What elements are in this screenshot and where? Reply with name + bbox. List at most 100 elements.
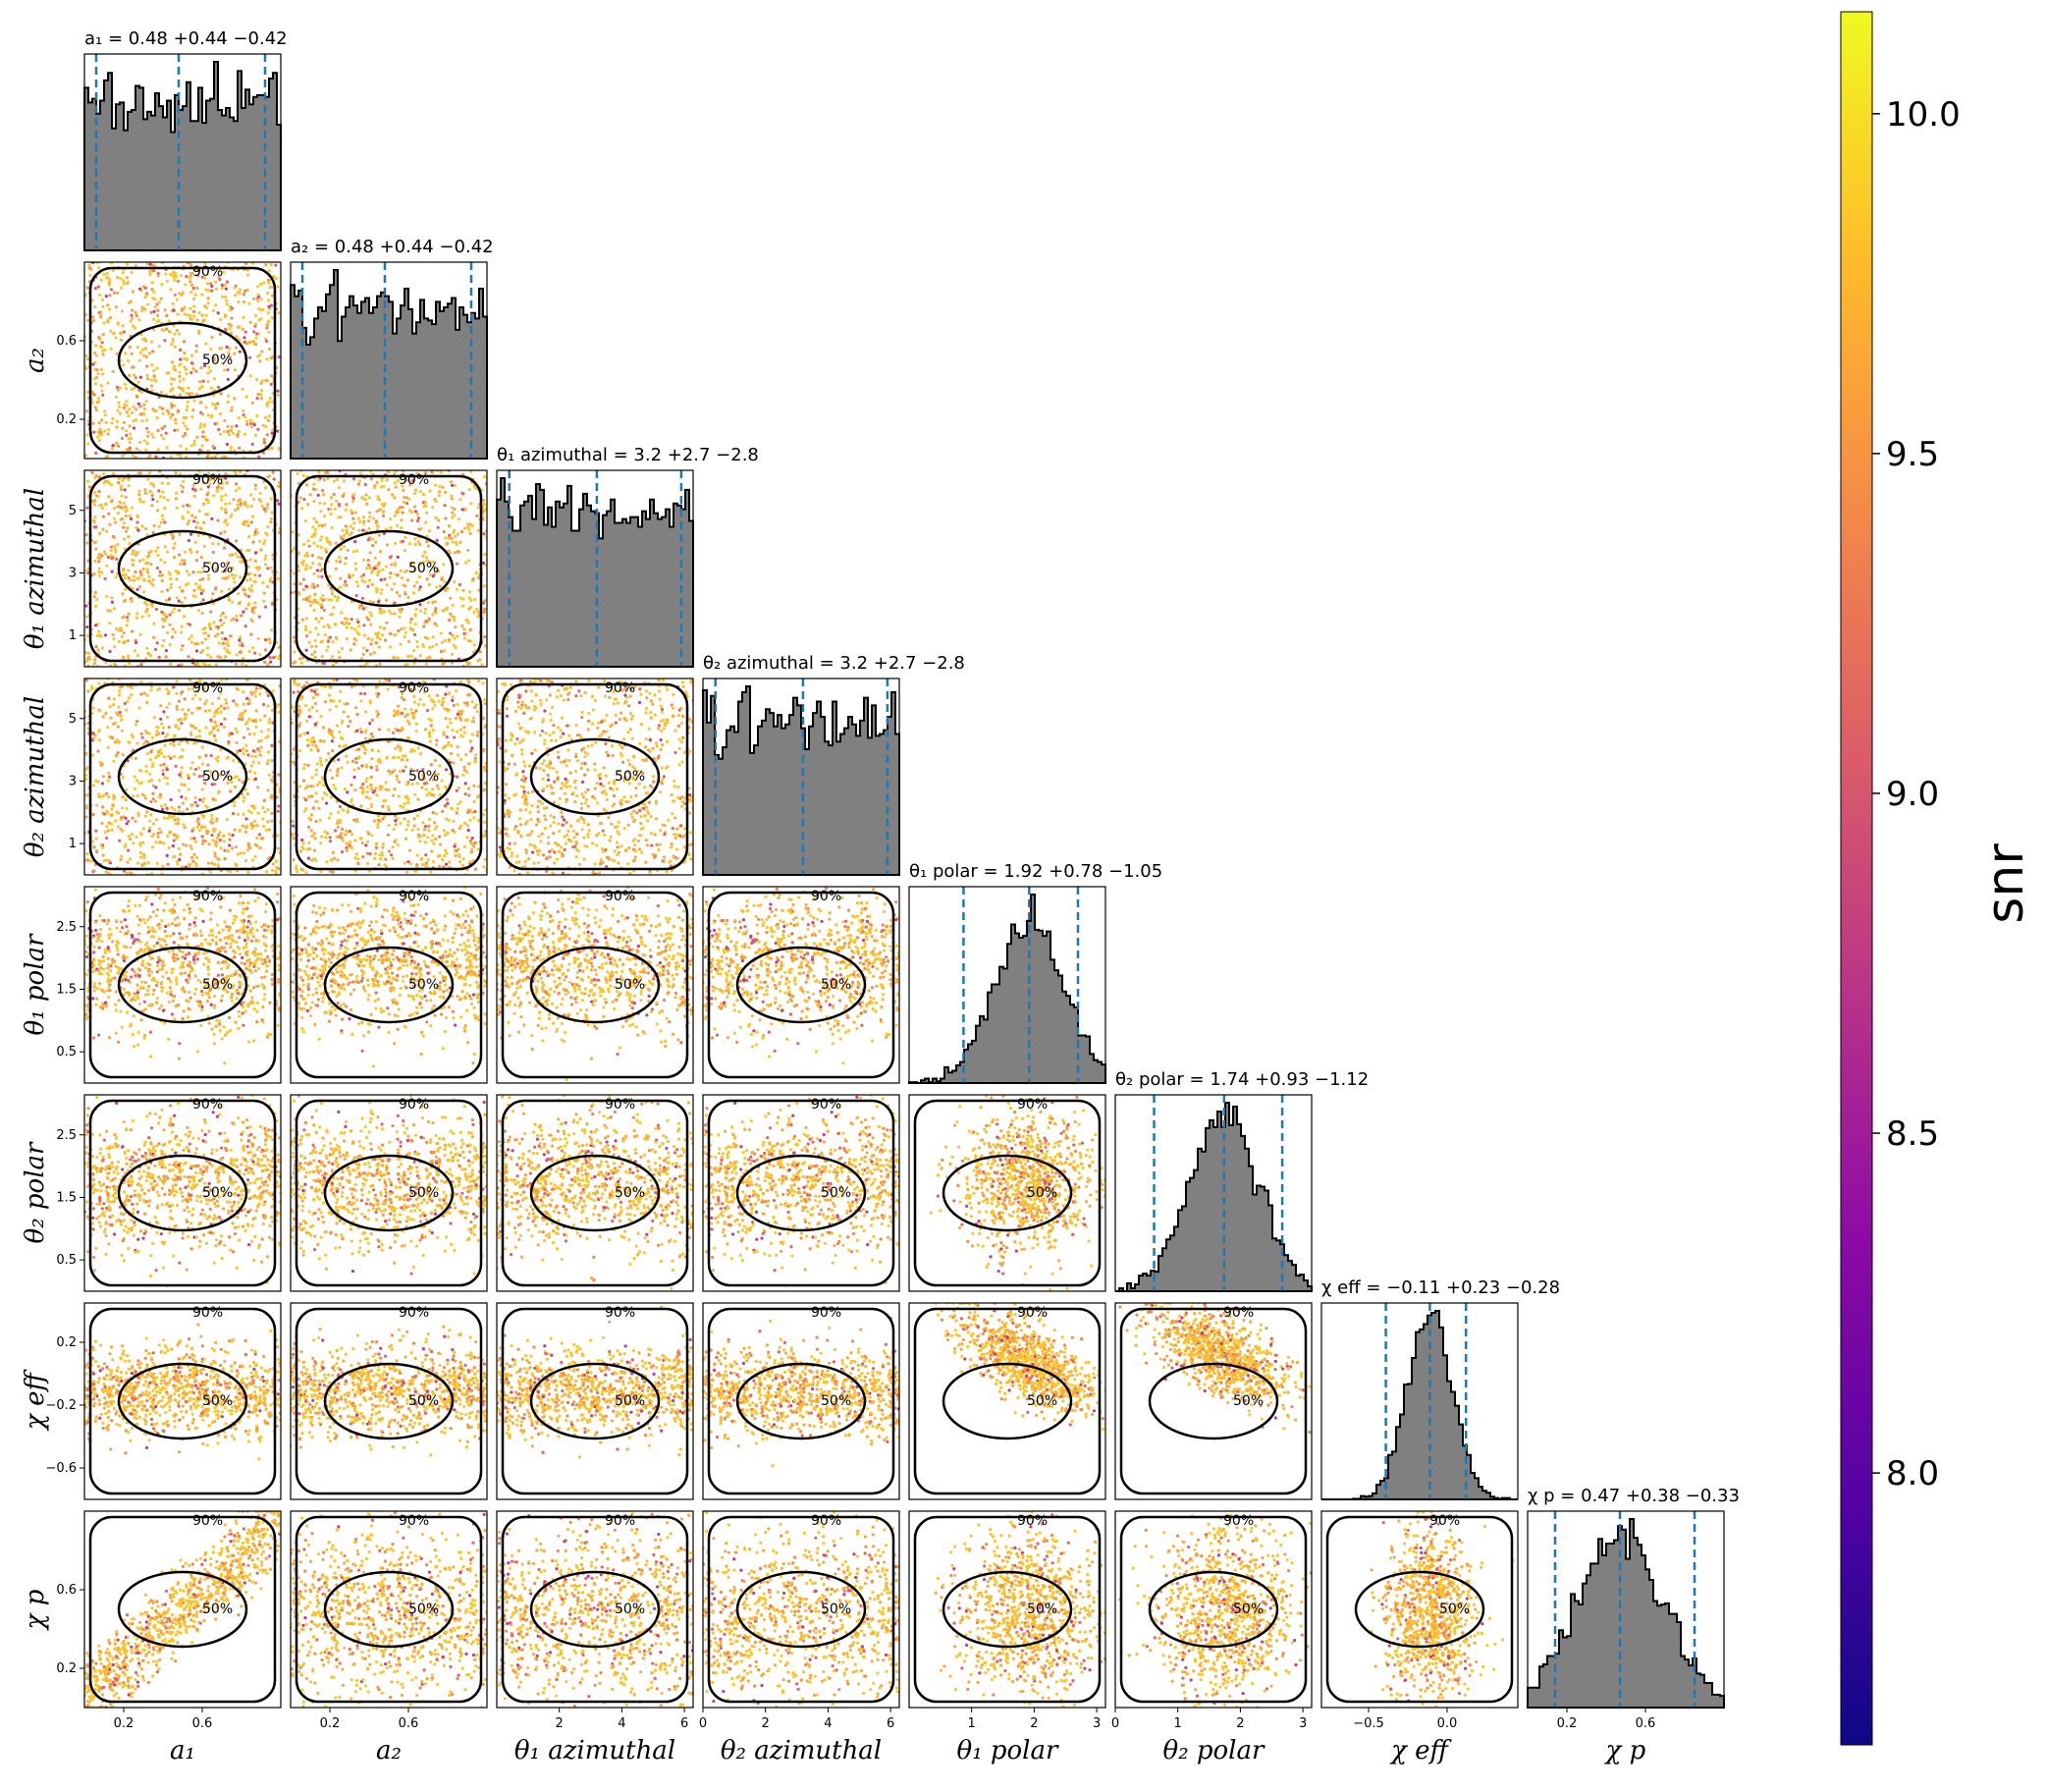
point xyxy=(338,503,341,506)
point xyxy=(367,637,370,640)
point xyxy=(131,366,134,369)
point xyxy=(424,636,427,639)
point xyxy=(626,731,629,733)
point xyxy=(474,753,477,756)
point xyxy=(469,739,472,742)
point xyxy=(370,766,373,769)
point xyxy=(100,843,103,846)
point xyxy=(483,503,486,506)
point xyxy=(326,540,329,543)
point xyxy=(265,357,268,360)
point xyxy=(226,302,229,305)
point xyxy=(331,592,334,595)
point xyxy=(156,546,159,549)
point xyxy=(199,401,202,404)
point xyxy=(408,542,411,545)
point xyxy=(389,645,392,648)
point xyxy=(271,316,274,319)
point xyxy=(221,631,224,634)
point xyxy=(602,850,605,853)
point xyxy=(147,579,150,582)
point xyxy=(128,696,131,699)
point xyxy=(156,429,159,432)
point xyxy=(175,497,178,500)
point xyxy=(223,840,226,842)
point xyxy=(121,324,124,327)
point xyxy=(334,595,337,598)
point xyxy=(100,822,103,825)
point xyxy=(265,322,268,325)
point xyxy=(179,585,182,588)
point xyxy=(157,448,160,451)
point xyxy=(406,801,409,804)
point xyxy=(216,632,219,635)
point xyxy=(204,342,207,345)
point xyxy=(127,569,130,571)
point xyxy=(173,755,176,758)
point xyxy=(94,382,97,385)
contour-90-label: 90% xyxy=(192,472,223,488)
point xyxy=(323,740,326,743)
point xyxy=(115,442,118,445)
scatter-points xyxy=(495,678,694,877)
point xyxy=(105,837,108,840)
point xyxy=(462,766,465,769)
point xyxy=(565,786,568,788)
point xyxy=(178,810,181,813)
point xyxy=(106,455,109,458)
point xyxy=(355,619,358,622)
point xyxy=(393,633,396,636)
point xyxy=(161,732,164,734)
point xyxy=(187,774,189,777)
point xyxy=(152,310,155,313)
contour-50-label: 50% xyxy=(408,769,439,785)
point xyxy=(431,707,434,710)
point xyxy=(210,731,213,733)
point xyxy=(179,379,182,382)
point xyxy=(195,550,198,553)
point xyxy=(312,736,315,739)
point xyxy=(156,554,159,557)
point xyxy=(159,718,162,721)
point xyxy=(194,801,197,804)
point xyxy=(191,697,194,700)
point xyxy=(153,524,156,527)
point xyxy=(85,766,88,769)
point xyxy=(524,730,527,733)
point xyxy=(420,786,423,788)
point xyxy=(324,471,327,474)
point xyxy=(164,803,167,806)
point xyxy=(230,324,233,327)
point xyxy=(100,384,103,387)
point xyxy=(416,853,419,856)
point xyxy=(135,447,138,450)
point xyxy=(397,508,400,511)
point xyxy=(241,663,243,666)
point xyxy=(108,705,111,708)
point xyxy=(462,627,465,630)
point xyxy=(402,511,404,514)
point xyxy=(193,440,196,443)
point xyxy=(368,496,371,499)
point xyxy=(119,412,122,415)
point xyxy=(163,755,166,758)
point xyxy=(235,335,238,338)
point xyxy=(394,839,397,842)
point xyxy=(441,663,444,666)
point xyxy=(92,431,95,434)
point xyxy=(220,723,223,726)
point xyxy=(231,425,234,428)
point xyxy=(306,539,309,542)
point xyxy=(372,516,375,519)
point xyxy=(337,811,340,814)
point xyxy=(200,641,203,644)
point xyxy=(105,421,108,424)
point xyxy=(178,375,181,378)
point xyxy=(148,773,151,776)
point xyxy=(97,795,100,798)
point xyxy=(375,793,378,796)
point xyxy=(202,662,205,665)
point xyxy=(151,498,154,501)
point xyxy=(264,486,267,489)
point xyxy=(445,851,448,854)
